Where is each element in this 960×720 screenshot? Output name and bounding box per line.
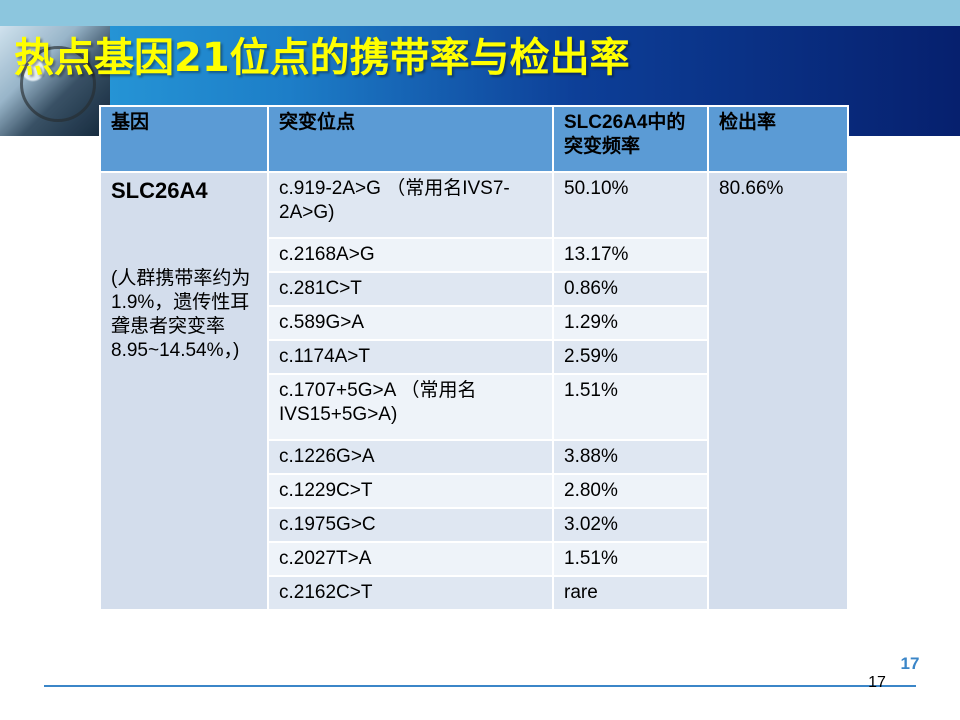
site-cell: c.2162C>T <box>267 575 554 611</box>
header-frequency: SLC26A4中的突变频率 <box>552 105 709 173</box>
site-cell: c.1229C>T <box>267 473 554 509</box>
banner-photo <box>0 26 110 136</box>
frequency-cell: 50.10% <box>552 171 709 239</box>
header-detection-rate: 检出率 <box>707 105 849 173</box>
header-row: 基因 突变位点 SLC26A4中的突变频率 检出率 <box>99 105 849 173</box>
top-strip <box>0 0 960 26</box>
slide-number: 17 <box>900 654 920 673</box>
footer-divider <box>44 685 916 687</box>
site-cell: c.2168A>G <box>267 237 554 273</box>
site-cell: c.919-2A>G （常用名IVS7- 2A>G) <box>267 171 554 239</box>
footer-page-number: 17 <box>868 674 886 691</box>
table-row: c.1975G>C 3.02% <box>100 507 848 543</box>
table-row: c.281C>T 0.86% <box>100 271 848 307</box>
table-row: c.1229C>T 2.80% <box>100 473 848 509</box>
table-row: SLC26A4 (人群携带率约为1.9%，遗传性耳聋患者突变率8.95~14.5… <box>99 171 849 611</box>
frequency-cell: 1.51% <box>552 373 709 441</box>
site-cell: c.1975G>C <box>267 507 554 543</box>
slide-title: 热点基因21位点的携带率与检出率 <box>14 35 630 81</box>
frequency-cell: 2.80% <box>552 473 709 509</box>
table-row: c.2027T>A 1.51% <box>100 541 848 577</box>
frequency-cell: 3.02% <box>552 507 709 543</box>
site-cell: c.1707+5G>A （常用名IVS15+5G>A) <box>267 373 554 441</box>
frequency-cell: 1.29% <box>552 305 709 341</box>
frequency-cell: 13.17% <box>552 237 709 273</box>
frequency-cell: 0.86% <box>552 271 709 307</box>
gene-cell: SLC26A4 (人群携带率约为1.9%，遗传性耳聋患者突变率8.95~14.5… <box>99 171 269 611</box>
frequency-cell: rare <box>552 575 709 611</box>
frequency-cell: 2.59% <box>552 339 709 375</box>
table-row: c.1226G>A 3.88% <box>100 439 848 475</box>
detection-rate-cell: 80.66% <box>707 171 849 611</box>
header-site: 突变位点 <box>267 105 554 173</box>
table-row: c.1174A>T 2.59% <box>100 339 848 375</box>
site-cell: c.589G>A <box>267 305 554 341</box>
site-cell: c.1226G>A <box>267 439 554 475</box>
table-row: c.589G>A 1.29% <box>100 305 848 341</box>
frequency-cell: 3.88% <box>552 439 709 475</box>
mutation-table: 基因 突变位点 SLC26A4中的突变频率 检出率 SLC26A4 (人群携带率… <box>99 105 849 611</box>
table-row: c.2168A>G 13.17% <box>100 237 848 273</box>
gene-note: (人群携带率约为1.9%，遗传性耳聋患者突变率8.95~14.54%，) <box>111 268 251 361</box>
gene-name: SLC26A4 <box>111 178 208 203</box>
frequency-cell: 1.51% <box>552 541 709 577</box>
site-cell: c.1174A>T <box>267 339 554 375</box>
table-row: c.1707+5G>A （常用名IVS15+5G>A) 1.51% <box>100 373 848 441</box>
site-cell: c.2027T>A <box>267 541 554 577</box>
header-gene: 基因 <box>99 105 269 173</box>
table-row: c.2162C>T rare <box>100 575 848 611</box>
site-cell: c.281C>T <box>267 271 554 307</box>
